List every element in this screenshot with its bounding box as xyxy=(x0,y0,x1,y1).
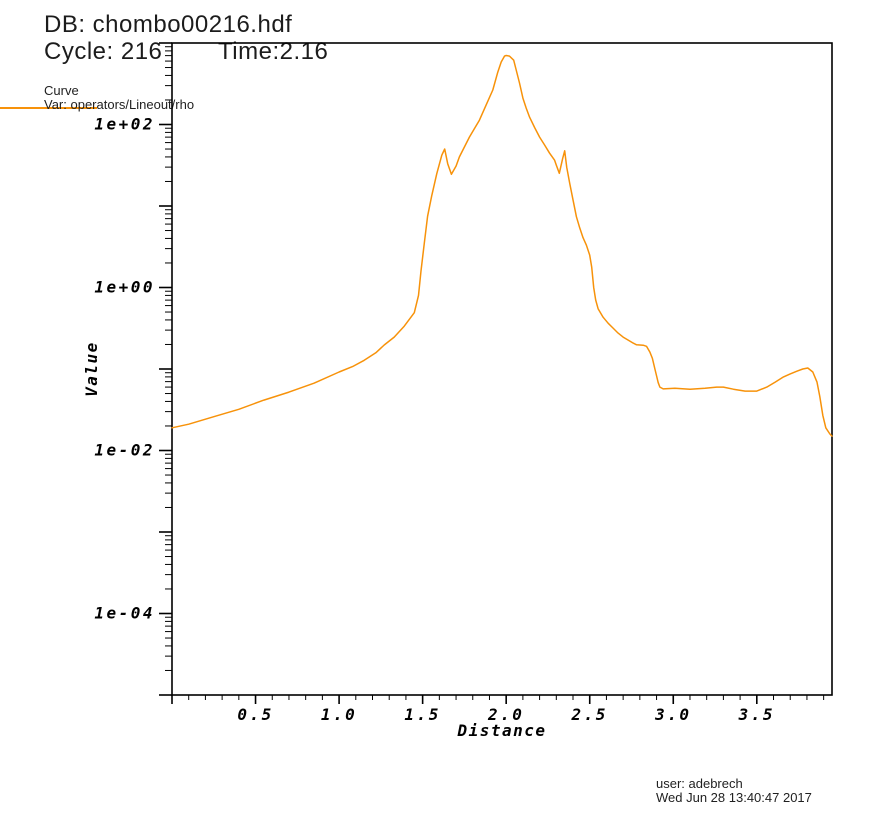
db-title: DB: chombo00216.hdf xyxy=(44,11,293,38)
x-axis-title: Distance xyxy=(456,721,546,740)
y-tick-label: 1e+02 xyxy=(94,115,155,134)
x-tick-label: 2.0 xyxy=(487,705,524,724)
x-tick-label: 0.5 xyxy=(237,705,273,724)
legend-curve-swatch xyxy=(0,107,97,109)
legend-variable-label: Var: operators/Lineout/rho xyxy=(44,97,195,112)
y-tick-label: 1e-04 xyxy=(94,604,155,623)
x-tick-label: 1.0 xyxy=(321,705,357,724)
x-tick-label: 1.5 xyxy=(404,705,440,724)
y-axis-title: Value xyxy=(82,341,101,397)
cycle-label: Cycle: 216 xyxy=(44,38,163,65)
x-tick-label: 2.5 xyxy=(571,705,608,724)
lineout-curve xyxy=(171,54,833,437)
x-tick-label: 3.0 xyxy=(654,705,691,724)
legend-plot-type: Curve xyxy=(44,83,79,98)
timestamp-label: Wed Jun 28 13:40:47 2017 xyxy=(656,790,812,805)
y-tick-label: 1e-02 xyxy=(94,441,155,460)
x-tick-label: 3.5 xyxy=(738,705,775,724)
user-name-label: user: adebrech xyxy=(656,776,743,791)
plot-border xyxy=(171,42,833,696)
y-tick-label: 1e+00 xyxy=(94,278,155,297)
